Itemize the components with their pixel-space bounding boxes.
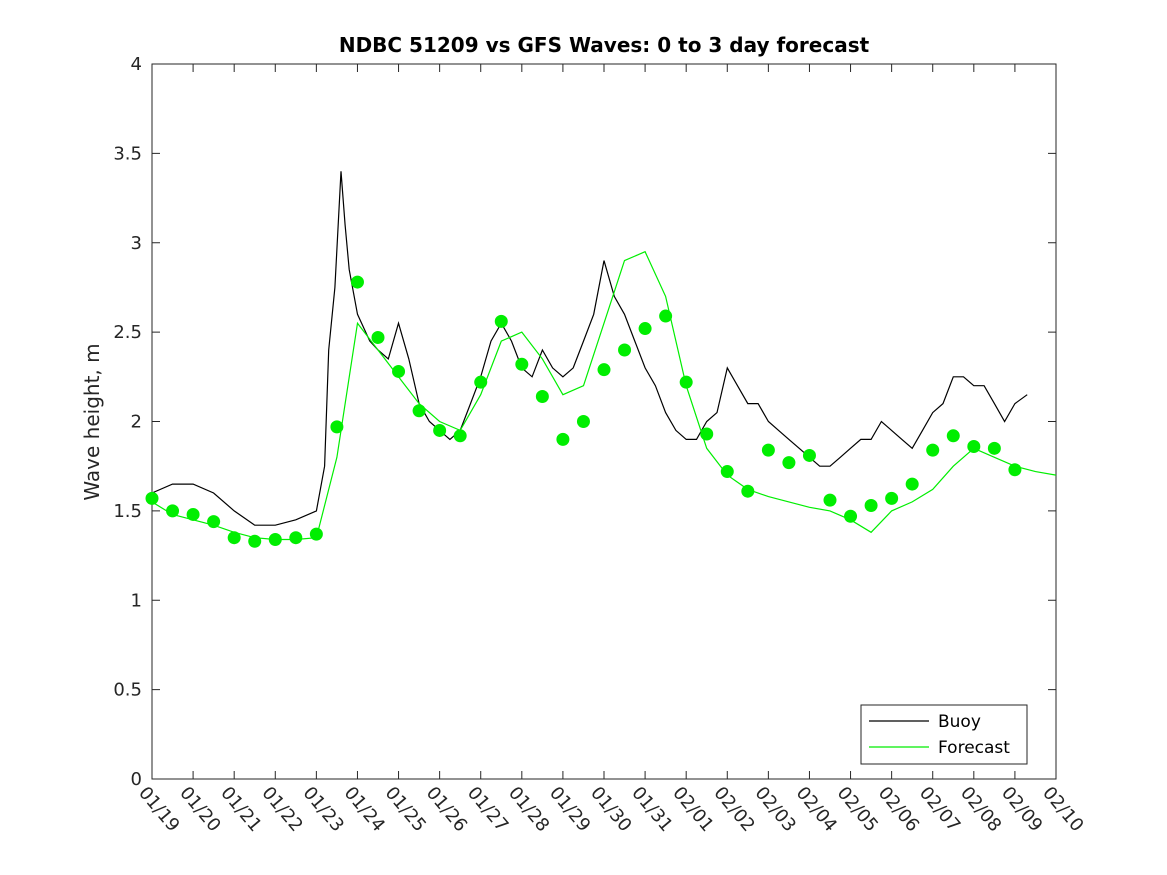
x-tick-label: 01/28	[504, 783, 553, 836]
x-tick-label: 01/21	[216, 783, 265, 836]
forecast-marker	[905, 477, 919, 491]
buoy-line	[152, 171, 1028, 526]
forecast-marker	[392, 364, 406, 378]
forecast-marker	[618, 343, 632, 357]
y-tick-label: 3	[131, 233, 142, 254]
x-tick-label: 01/25	[381, 783, 430, 836]
forecast-marker	[268, 532, 282, 546]
forecast-marker	[659, 309, 673, 323]
forecast-marker	[761, 443, 775, 457]
forecast-marker	[1008, 463, 1022, 477]
x-tick-label: 01/31	[627, 783, 676, 836]
chart-title: NDBC 51209 vs GFS Waves: 0 to 3 day fore…	[339, 33, 870, 57]
y-tick-label: 0.5	[113, 680, 142, 701]
y-tick-label: 4	[131, 54, 142, 75]
forecast-marker	[412, 404, 426, 418]
forecast-marker	[515, 357, 529, 371]
x-tick-label: 01/26	[422, 783, 471, 836]
x-tick-label: 01/19	[134, 783, 183, 836]
forecast-marker	[967, 440, 981, 454]
forecast-marker	[782, 456, 796, 470]
x-tick-label: 01/29	[545, 783, 594, 836]
forecast-marker	[166, 504, 180, 518]
x-tick-label: 01/22	[257, 783, 306, 836]
forecast-line	[152, 250, 1056, 541]
forecast-marker	[248, 534, 262, 548]
forecast-marker	[330, 420, 344, 434]
forecast-marker	[145, 491, 159, 505]
forecast-marker	[741, 484, 755, 498]
forecast-marker	[802, 448, 816, 462]
y-tick-label: 1	[131, 590, 142, 611]
forecast-marker	[844, 509, 858, 523]
legend: Buoy Forecast	[860, 704, 1028, 765]
y-axis-label: Wave height, m	[80, 343, 104, 500]
forecast-marker	[207, 515, 221, 529]
y-tick-label: 0	[131, 769, 142, 790]
x-tick-label: 02/02	[709, 783, 758, 836]
forecast-marker	[433, 423, 447, 437]
legend-label: Forecast	[938, 738, 1010, 758]
forecast-marker	[289, 531, 303, 545]
forecast-marker	[700, 427, 714, 441]
forecast-marker	[576, 415, 590, 428]
y-tick-label: 1.5	[113, 501, 142, 522]
forecast-marker	[720, 465, 734, 479]
forecast-marker	[186, 507, 200, 521]
forecast-marker	[371, 330, 385, 344]
x-tick-label: 02/09	[997, 783, 1046, 836]
y-tick-label: 2.5	[113, 322, 142, 343]
forecast-marker	[926, 443, 940, 457]
x-tick-label: 02/06	[874, 783, 923, 836]
forecast-marker	[638, 322, 652, 336]
x-tick-label: 02/08	[956, 783, 1005, 836]
forecast-marker	[987, 441, 1001, 455]
forecast-marker	[474, 375, 488, 389]
forecast-marker	[227, 531, 241, 545]
forecast-marker	[556, 432, 570, 446]
x-tick-label: 01/23	[299, 783, 348, 836]
x-tick-label: 02/10	[1038, 783, 1087, 836]
x-tick-label: 02/01	[668, 783, 717, 836]
x-tick-label: 01/24	[340, 783, 389, 836]
forecast-marker	[494, 314, 508, 328]
x-tick-label: 01/27	[463, 783, 512, 836]
y-tick-label: 2	[131, 412, 142, 433]
x-tick-label: 02/07	[915, 783, 964, 836]
x-tick-label: 01/20	[175, 783, 224, 836]
forecast-marker	[453, 429, 467, 443]
forecast-marker	[350, 275, 364, 289]
forecast-marker	[946, 429, 960, 443]
forecast-marker	[823, 493, 837, 507]
x-tick-label: 01/30	[586, 783, 635, 836]
forecast-marker	[535, 389, 549, 403]
y-tick-label: 3.5	[113, 143, 142, 164]
x-tick-label: 02/04	[792, 783, 841, 836]
legend-label: Buoy	[938, 712, 981, 732]
forecast-marker	[597, 363, 611, 377]
forecast-marker	[309, 527, 323, 541]
x-tick-label: 02/03	[751, 783, 800, 836]
legend-box	[860, 704, 1028, 765]
forecast-marker	[864, 499, 878, 513]
forecast-marker	[885, 491, 899, 505]
forecast-marker	[679, 375, 693, 389]
x-tick-label: 02/05	[833, 783, 882, 836]
axes-box	[151, 63, 1057, 780]
